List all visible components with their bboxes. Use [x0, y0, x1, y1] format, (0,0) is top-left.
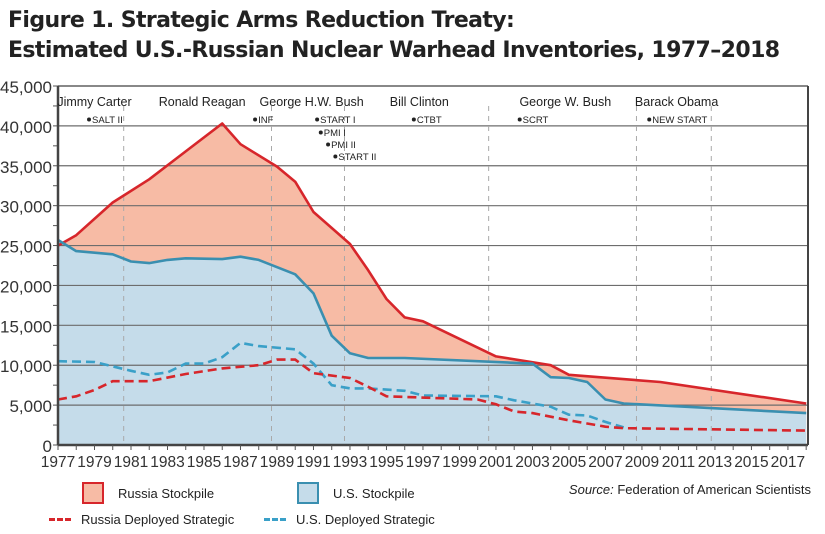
- legend-label: U.S. Stockpile: [333, 485, 415, 501]
- treaty-marker: START I: [315, 115, 355, 126]
- administration-label: George W. Bush: [519, 95, 611, 109]
- treaty-label: PMI II: [331, 140, 356, 151]
- y-tick-label: 30,000: [0, 198, 52, 217]
- x-tick-label: 1997: [406, 454, 440, 471]
- treaty-label: START I: [320, 115, 355, 126]
- treaty-label: SALT II: [92, 115, 123, 126]
- y-tick-label: 0: [43, 437, 52, 456]
- legend-russia-stockpile: Russia Stockpile: [82, 482, 214, 504]
- source-note: Source: Federation of American Scientist…: [569, 482, 811, 497]
- treaty-dot: [326, 142, 331, 147]
- x-tick-label: 1981: [114, 454, 148, 471]
- x-tick-label: 1999: [442, 454, 476, 471]
- y-tick-label: 20,000: [0, 277, 52, 296]
- administration-label: Bill Clinton: [390, 95, 449, 109]
- administration-label: Jimmy Carter: [57, 95, 131, 109]
- russia-deployed-line: [57, 358, 807, 432]
- x-tick-label: 1983: [150, 454, 184, 471]
- treaty-dot: [647, 117, 652, 122]
- treaty-dot: [411, 117, 416, 122]
- legend-russia-deployed: Russia Deployed Strategic: [49, 512, 234, 527]
- treaty-marker: INF: [253, 115, 274, 126]
- treaty-label: INF: [258, 115, 274, 126]
- treaty-label: START II: [338, 152, 376, 163]
- y-tick-label: 45,000: [0, 78, 52, 97]
- treaty-dot: [315, 117, 320, 122]
- x-tick-label: 1979: [77, 454, 111, 471]
- x-tick-label: 1993: [333, 454, 367, 471]
- legend-us-stockpile: U.S. Stockpile: [297, 482, 415, 504]
- us-stockpile-line: [57, 238, 807, 415]
- x-tick-label: 1977: [41, 454, 75, 471]
- treaty-marker: NEW START: [647, 115, 708, 126]
- y-tick-label: 35,000: [0, 158, 52, 177]
- source-prefix: Source:: [568, 482, 614, 497]
- legend-label: Russia Deployed Strategic: [81, 512, 235, 527]
- administration-label: George H.W. Bush: [260, 95, 364, 109]
- y-tick-label: 15,000: [0, 317, 52, 336]
- treaty-dot: [318, 130, 323, 135]
- x-tick-label: 2003: [515, 454, 549, 471]
- treaty-dot: [253, 117, 258, 122]
- russia-deployed-dash: [49, 518, 71, 521]
- x-tick-label: 1995: [369, 454, 403, 471]
- treaty-dot: [333, 154, 338, 159]
- legend-us-deployed: U.S. Deployed Strategic: [264, 512, 435, 527]
- x-tick-label: 1989: [260, 454, 294, 471]
- treaty-marker: SALT II: [87, 115, 123, 126]
- x-tick-label: 2017: [771, 454, 805, 471]
- legend-label: U.S. Deployed Strategic: [296, 512, 435, 527]
- x-tick-label: 2001: [479, 454, 513, 471]
- x-tick-label: 2009: [625, 454, 659, 471]
- us-stockpile-area: [58, 240, 807, 445]
- treaty-dot: [517, 117, 522, 122]
- chart-title-line-2: Estimated U.S.-Russian Nuclear Warhead I…: [8, 38, 780, 63]
- y-tick-label: 5,000: [9, 397, 52, 416]
- y-tick-label: 10,000: [0, 357, 52, 376]
- x-tick-label: 2013: [698, 454, 732, 471]
- treaty-marker: CTBT: [411, 115, 442, 126]
- y-tick-label: 40,000: [0, 118, 52, 137]
- treaty-marker: PMI II: [326, 140, 356, 151]
- treaty-label: PMI I: [324, 128, 346, 139]
- treaty-marker: SCRT: [517, 115, 549, 126]
- legend-label: Russia Stockpile: [118, 485, 215, 501]
- x-tick-label: 2005: [552, 454, 586, 471]
- treaty-marker: START II: [333, 152, 376, 163]
- treaty-label: CTBT: [417, 115, 442, 126]
- treaty-dot: [87, 117, 92, 122]
- administration-label: Ronald Reagan: [159, 95, 246, 109]
- x-tick-label: 1985: [187, 454, 221, 471]
- x-tick-label: 2015: [734, 454, 768, 471]
- russia-stockpile-swatch: [82, 482, 104, 504]
- administration-label: Barack Obama: [635, 95, 718, 109]
- x-tick-label: 2007: [588, 454, 622, 471]
- us-stockpile-swatch: [297, 482, 319, 504]
- chart-title: Figure 1. Strategic Arms Reduction Treat…: [8, 6, 780, 66]
- treaty-label: SCRT: [523, 115, 549, 126]
- y-tick-label: 25,000: [0, 238, 52, 257]
- treaty-label: NEW START: [652, 115, 707, 126]
- treaty-marker: PMI I: [318, 128, 346, 139]
- russia-stockpile-line: [57, 122, 807, 405]
- x-tick-label: 2011: [662, 454, 695, 471]
- source-text: Federation of American Scientists: [613, 482, 811, 497]
- chart-title-line-1: Figure 1. Strategic Arms Reduction Treat…: [8, 8, 515, 33]
- x-tick-label: 1991: [296, 454, 330, 471]
- x-tick-label: 1987: [223, 454, 257, 471]
- us-deployed-dash: [264, 518, 286, 521]
